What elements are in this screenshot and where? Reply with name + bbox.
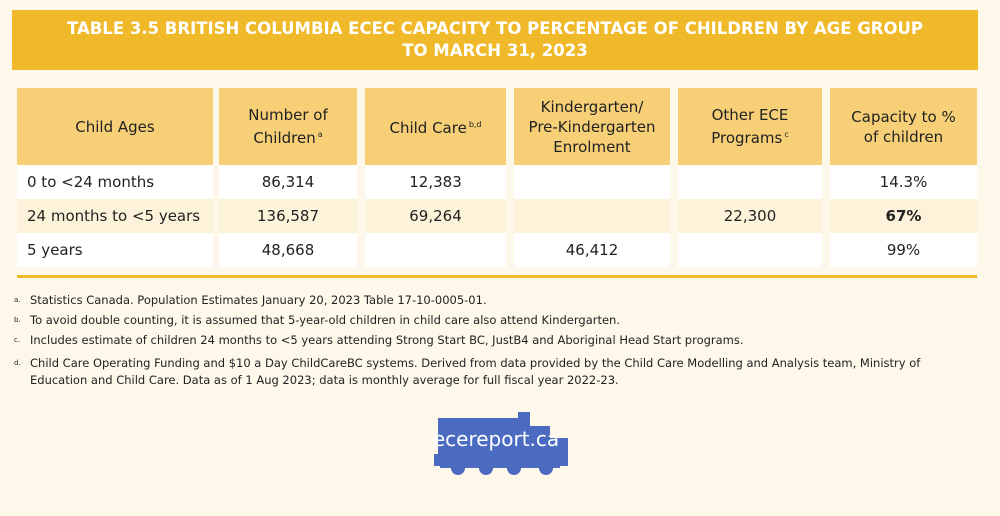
- footnote-mark: c.: [14, 336, 21, 344]
- table-cell: 12,383: [365, 165, 506, 199]
- cell-text: 14.3%: [879, 173, 928, 191]
- footnote: a. Statistics Canada. Population Estimate…: [14, 292, 974, 309]
- logo: ecereport.ca: [433, 412, 568, 475]
- table-cell: 24 months to <5 years: [17, 199, 213, 233]
- cell-text: 136,587: [256, 207, 320, 225]
- table-cell: 136,587: [219, 199, 357, 233]
- header-text: Capacity to % of children: [842, 107, 965, 147]
- header-cell: Child Care b,d: [365, 88, 506, 165]
- footnote-mark: b.: [14, 316, 21, 324]
- header-label: Number of Children: [248, 106, 328, 147]
- footnote: b. To avoid double counting, it is assume…: [14, 312, 974, 329]
- table-cell: 22,300: [678, 199, 822, 233]
- footnote-ref: a: [317, 130, 323, 139]
- table-cell: [365, 233, 506, 267]
- table-cell: [678, 233, 822, 267]
- cell-text: 46,412: [565, 241, 619, 259]
- header-cell: Other ECE Programs c: [678, 88, 822, 165]
- cell-text: 0 to <24 months: [27, 173, 155, 191]
- footnote-text: Includes estimate of children 24 months …: [30, 333, 744, 347]
- table-cell: 48,668: [219, 233, 357, 267]
- cell-text: 12,383: [409, 173, 462, 191]
- table-cell: [514, 165, 670, 199]
- table-cell: [678, 165, 822, 199]
- divider: [17, 275, 977, 278]
- footnote-text: To avoid double counting, it is assumed …: [30, 313, 620, 327]
- cell-text: 67%: [885, 207, 922, 225]
- table-cell: 5 years: [17, 233, 213, 267]
- cell-text: 48,668: [261, 241, 315, 259]
- header-text: Other ECE Programs c: [690, 105, 810, 148]
- header-text: Child Ages: [75, 117, 154, 137]
- header-label: Kindergarten/ Pre-Kindergarten Enrolment: [528, 97, 656, 156]
- title-line: TABLE 3.5 BRITISH COLUMBIA ECEC CAPACITY…: [66, 19, 923, 38]
- title-line: TO MARCH 31, 2023: [402, 41, 588, 60]
- table-cell: 69,264: [365, 199, 506, 233]
- cell-text: 5 years: [27, 241, 83, 259]
- header-cell: Child Ages: [17, 88, 213, 165]
- header-cell: Kindergarten/ Pre-Kindergarten Enrolment: [514, 88, 670, 165]
- cell-text: 69,264: [409, 207, 462, 225]
- title-banner: TABLE 3.5 BRITISH COLUMBIA ECEC CAPACITY…: [12, 10, 978, 70]
- table-cell: 46,412: [514, 233, 670, 267]
- footnote-ref: b,d: [468, 120, 482, 129]
- table-cell: 67%: [830, 199, 977, 233]
- header-label: Child Ages: [75, 117, 155, 136]
- footnote-text: Child Care Operating Funding and $10 a D…: [30, 356, 921, 387]
- footnote-ref: c: [784, 130, 789, 139]
- footnote-mark: d.: [14, 359, 21, 367]
- header-label: Other ECE Programs: [711, 106, 789, 147]
- header-cell: Capacity to % of children: [830, 88, 977, 165]
- footnote: d. Child Care Operating Funding and $10 a…: [14, 355, 974, 389]
- footnote: c. Includes estimate of children 24 month…: [14, 332, 974, 349]
- table-cell: 14.3%: [830, 165, 977, 199]
- table-cell: 0 to <24 months: [17, 165, 213, 199]
- table-cell: 99%: [830, 233, 977, 267]
- header-text: Number of Children a: [231, 105, 345, 148]
- footnote-mark: a.: [14, 296, 21, 304]
- cell-text: 22,300: [723, 207, 777, 225]
- cell-text: 86,314: [261, 173, 315, 191]
- header-text: Child Care b,d: [389, 115, 481, 138]
- cell-text: 24 months to <5 years: [27, 207, 201, 225]
- table-cell: [514, 199, 670, 233]
- cell-text: 99%: [886, 241, 921, 259]
- header-label: Capacity to % of children: [851, 107, 956, 146]
- footnote-text: Statistics Canada. Population Estimates …: [30, 293, 487, 307]
- header-cell: Number of Children a: [219, 88, 357, 165]
- header-label: Child Care: [389, 119, 467, 137]
- logo-text: ecereport.ca: [433, 427, 559, 451]
- header-text: Kindergarten/ Pre-Kindergarten Enrolment: [526, 97, 658, 157]
- table-cell: 86,314: [219, 165, 357, 199]
